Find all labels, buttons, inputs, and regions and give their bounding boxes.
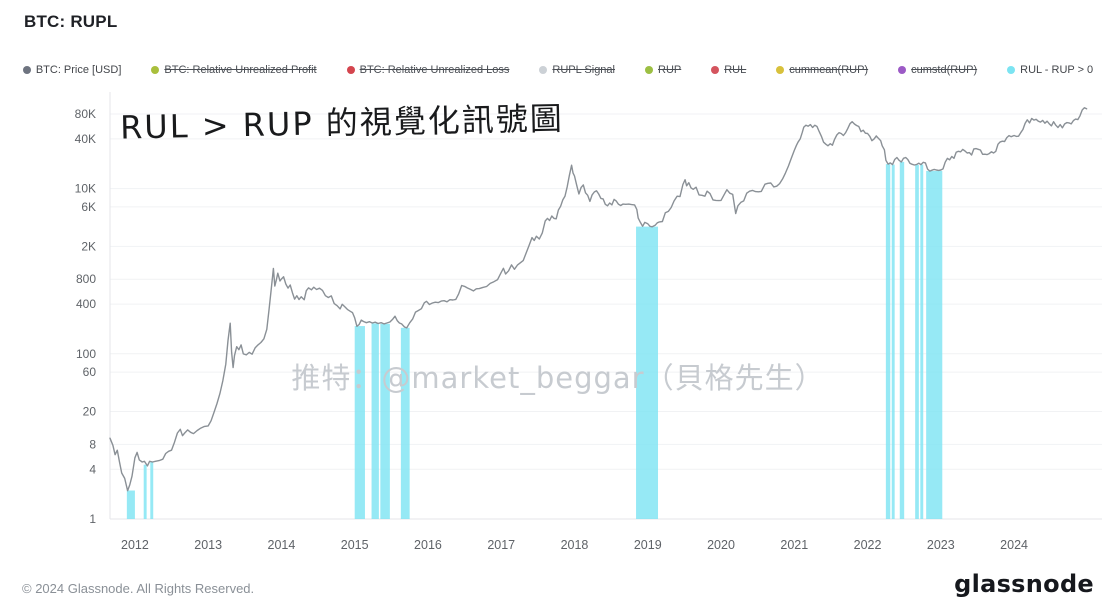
y-axis-tick: 6K xyxy=(81,200,96,214)
rul-gt-rup-band xyxy=(915,164,919,520)
x-axis-tick: 2015 xyxy=(341,538,369,552)
y-axis-tick: 80K xyxy=(75,107,96,121)
rul-gt-rup-band xyxy=(926,170,943,519)
y-axis-tick: 20 xyxy=(83,405,97,419)
x-axis-tick: 2016 xyxy=(414,538,442,552)
legend-dot-icon xyxy=(711,66,720,74)
legend-dot-icon xyxy=(898,66,907,74)
y-axis-tick: 8 xyxy=(89,437,96,451)
watermark-text: 推特：@market_beggar（貝格先生） xyxy=(291,361,825,395)
x-axis-tick: 2012 xyxy=(121,538,149,552)
legend-label: BTC: Price [USD] xyxy=(35,64,122,76)
x-axis-tick: 2018 xyxy=(561,538,589,552)
rul-gt-rup-band xyxy=(380,323,390,519)
legend-label: BTC: Relative Unrealized Loss xyxy=(359,64,510,76)
y-axis-tick: 800 xyxy=(76,272,96,286)
legend: BTC: Price [USD] BTC: Relative Unrealized… xyxy=(0,64,1116,76)
legend-item-rul[interactable]: RUL xyxy=(711,64,746,76)
y-axis-tick: 10K xyxy=(75,182,96,196)
legend-item-btc-relative-unrealized-loss[interactable]: BTC: Relative Unrealized Loss xyxy=(346,64,510,76)
copyright-text: © 2024 Glassnode. All Rights Reserved. xyxy=(22,581,255,596)
legend-label: BTC: Relative Unrealized Profit xyxy=(164,64,317,76)
x-axis-tick: 2014 xyxy=(268,538,296,552)
legend-dot-icon xyxy=(539,66,548,74)
legend-item-rupl-signal[interactable]: RUPL Signal xyxy=(539,64,615,76)
x-axis-tick: 2017 xyxy=(487,538,515,552)
y-axis-tick: 4 xyxy=(89,462,96,476)
rul-gt-rup-band xyxy=(899,161,905,519)
legend-dot-icon xyxy=(645,66,653,74)
y-axis-tick: 60 xyxy=(83,365,97,379)
legend-label: RUPL Signal xyxy=(552,64,615,76)
y-axis-tick: 100 xyxy=(76,347,96,361)
legend-dot-icon xyxy=(346,66,355,74)
x-axis-tick: 2020 xyxy=(707,538,735,552)
glassnode-logo: glassnode xyxy=(954,570,1094,598)
legend-item-cummean-rup[interactable]: cummean(RUP) xyxy=(776,64,868,76)
rul-gt-rup-band xyxy=(371,323,379,519)
page-title: BTC: RUPL xyxy=(24,12,118,31)
y-axis-tick: 400 xyxy=(76,297,96,311)
legend-dot-icon xyxy=(151,66,160,74)
x-axis-tick: 2013 xyxy=(194,538,222,552)
x-axis-tick: 2019 xyxy=(634,538,662,552)
legend-label: RUP xyxy=(658,64,682,76)
legend-item-rup[interactable]: RUP xyxy=(645,64,681,76)
x-axis-tick: 2024 xyxy=(1000,538,1028,552)
rul-gt-rup-band xyxy=(354,326,365,519)
rul-gt-rup-band xyxy=(891,164,895,519)
rul-gt-rup-band xyxy=(400,327,410,519)
legend-item-btc-relative-unrealized-profit[interactable]: BTC: Relative Unrealized Profit xyxy=(151,64,317,76)
btc-price-line xyxy=(109,106,1088,492)
x-axis-tick: 2021 xyxy=(780,538,808,552)
legend-label: RUL xyxy=(724,64,747,76)
x-axis-tick: 2023 xyxy=(927,538,955,552)
rul-gt-rup-band xyxy=(920,164,924,519)
legend-label: cumstd(RUP) xyxy=(911,64,978,76)
rul-gt-rup-band xyxy=(143,464,147,519)
legend-dot-icon xyxy=(22,66,31,74)
rul-gt-rup-band xyxy=(885,164,891,519)
legend-item-rul-rup-0[interactable]: RUL - RUP > 0 xyxy=(1007,64,1093,76)
y-axis-tick: 40K xyxy=(75,132,96,146)
legend-label: cummean(RUP) xyxy=(789,64,869,76)
handwritten-annotation: RUL > RUP 的視覺化訊號圖 xyxy=(119,99,565,147)
y-axis-tick: 1 xyxy=(89,512,96,526)
rul-gt-rup-band xyxy=(126,490,135,519)
x-axis-tick: 2022 xyxy=(854,538,882,552)
legend-item-cumstd-rup[interactable]: cumstd(RUP) xyxy=(898,64,977,76)
legend-label: RUL - RUP > 0 xyxy=(1020,64,1094,76)
y-axis-tick: 2K xyxy=(81,239,96,253)
legend-item-btc-price-usd[interactable]: BTC: Price [USD] xyxy=(22,64,122,76)
rul-gt-rup-band xyxy=(636,226,659,519)
legend-dot-icon xyxy=(776,66,785,74)
legend-dot-icon xyxy=(1007,66,1016,74)
rul-gt-rup-band xyxy=(150,461,154,519)
